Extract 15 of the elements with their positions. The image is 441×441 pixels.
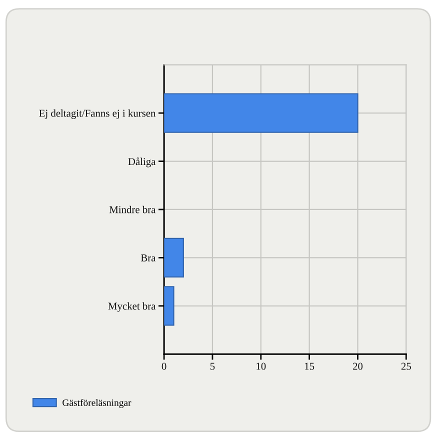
x-tick-label: 10: [256, 362, 266, 370]
x-tick-label: 25: [401, 362, 411, 370]
y-tick-label: Mindre bra: [109, 206, 156, 214]
legend-label: Gästföreläsningar: [62, 399, 132, 408]
bar: [164, 93, 358, 133]
x-tick-label: 20: [352, 362, 363, 370]
x-tick-label: 5: [210, 362, 215, 370]
y-tick-label: Ej deltagit/Fanns ej i kursen: [39, 109, 156, 119]
x-tick-label: 15: [305, 362, 314, 370]
y-tick-label: Dåliga: [128, 157, 156, 168]
y-tick-label: Bra: [140, 254, 156, 262]
bar: [164, 286, 174, 326]
bar: [164, 238, 184, 278]
x-tick-label: 0: [162, 362, 166, 370]
y-tick-label: Mycket bra: [108, 302, 156, 312]
